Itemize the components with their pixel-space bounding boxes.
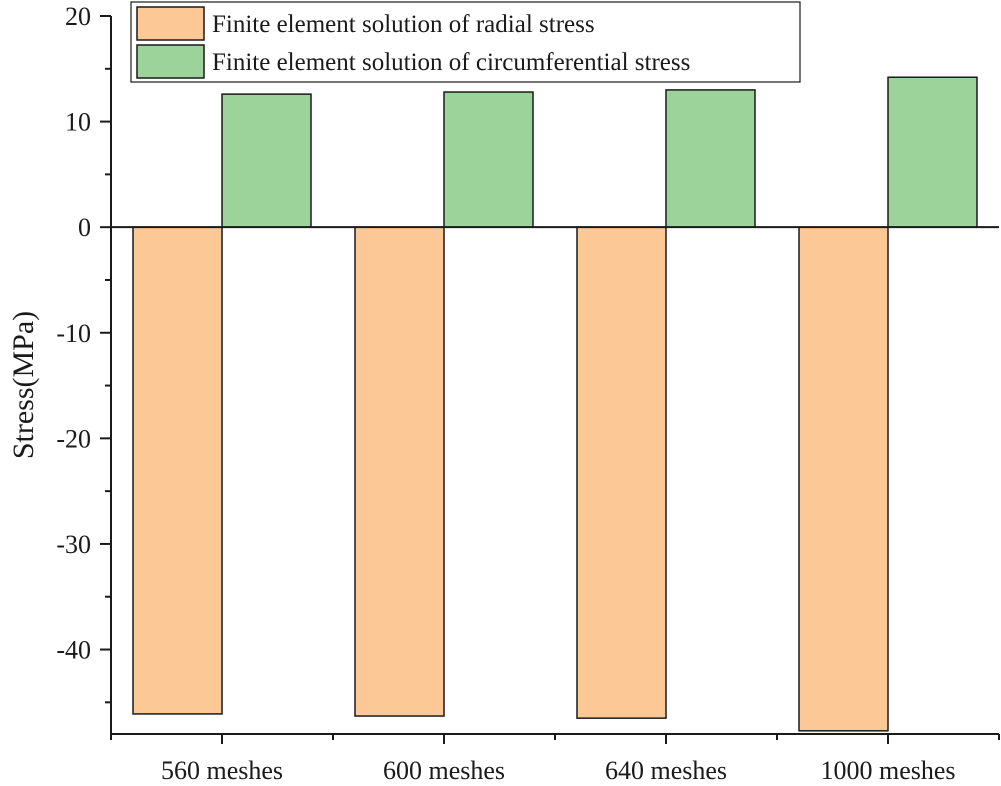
y-tick-label: 10 — [65, 108, 91, 137]
y-tick-label: -20 — [56, 424, 91, 453]
bar-circumferential-stress — [887, 76, 978, 228]
bar-circumferential-stress — [665, 89, 756, 228]
y-tick-label: -10 — [56, 319, 91, 348]
y-tick-label: 20 — [65, 2, 91, 31]
bar-radial-stress — [576, 226, 667, 719]
legend-swatch-radial — [136, 6, 205, 41]
y-tick-label: -40 — [56, 636, 91, 665]
legend: Finite element solution of radial stress… — [130, 1, 801, 83]
x-tick-label: 1000 meshes — [820, 756, 955, 785]
bar-circumferential-stress — [221, 93, 312, 228]
legend-label-radial: Finite element solution of radial stress — [212, 11, 595, 38]
y-tick-label: -30 — [56, 530, 91, 559]
y-axis-title: Stress(MPa) — [7, 311, 40, 459]
x-axis-ticks: 560 meshes 600 meshes 640 meshes 1000 meshe… — [110, 734, 1000, 785]
x-tick-label: 640 meshes — [605, 756, 727, 785]
bar-radial-stress — [798, 226, 889, 732]
x-tick-label: 600 meshes — [383, 756, 505, 785]
bars-group — [132, 76, 978, 732]
bar-radial-stress — [132, 226, 223, 715]
x-tick-label: 560 meshes — [161, 756, 283, 785]
bar-circumferential-stress — [443, 91, 534, 228]
bar-radial-stress — [354, 226, 445, 717]
legend-frame — [130, 1, 801, 83]
legend-swatch-circumferential — [136, 44, 205, 79]
y-tick-label: 0 — [78, 213, 91, 242]
y-axis-ticks: 20 10 0 -10 -20 -30 -40 — [56, 2, 111, 704]
legend-label-circumferential: Finite element solution of circumferenti… — [212, 49, 690, 76]
